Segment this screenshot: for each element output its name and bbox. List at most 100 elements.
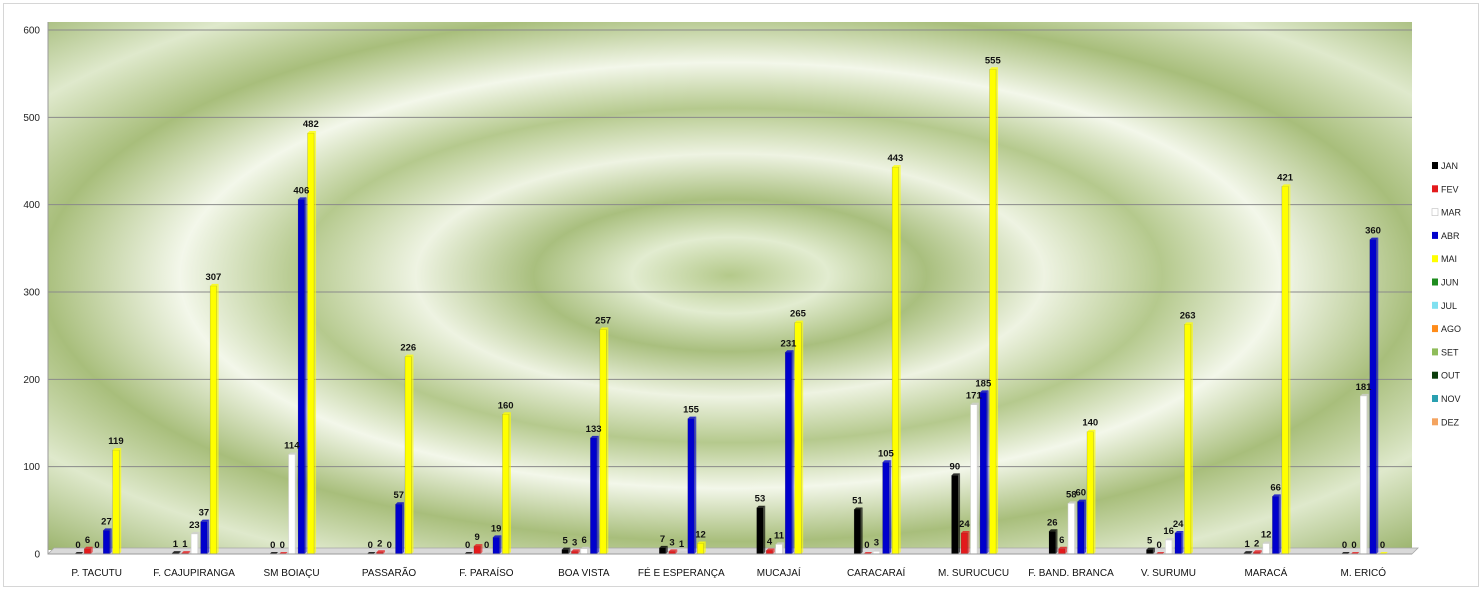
bar-abr: [688, 419, 695, 554]
x-tick-label: P. TACUTU: [71, 568, 122, 579]
data-label: 27: [101, 516, 112, 527]
legend-swatch: [1432, 279, 1438, 286]
bar-side: [295, 452, 297, 554]
data-label: 4: [767, 537, 773, 548]
data-label: 12: [1261, 530, 1272, 541]
bar-side: [499, 535, 501, 554]
bar-side: [1181, 531, 1183, 554]
data-label: 37: [199, 508, 210, 519]
legend-label: ABR: [1441, 231, 1460, 241]
x-tick-label: BOA VISTA: [558, 568, 610, 579]
data-label: 155: [683, 405, 700, 416]
data-label: 119: [108, 436, 123, 447]
bar-mai: [1184, 324, 1191, 554]
bar-abr: [103, 530, 110, 554]
bar-abr: [396, 504, 403, 554]
bar-side: [977, 403, 979, 554]
bar-side: [763, 506, 765, 554]
data-label: 257: [595, 316, 611, 327]
legend-label: OUT: [1441, 371, 1461, 381]
bar-side: [1367, 394, 1369, 554]
x-tick-label: SM BOIAÇU: [264, 568, 320, 579]
x-tick-label: MARACÁ: [1244, 566, 1287, 579]
bar-mai: [795, 323, 802, 554]
plot-background: [48, 22, 1412, 550]
legend-label: JAN: [1441, 161, 1458, 171]
bar-side: [119, 448, 121, 554]
data-label: 11: [774, 530, 785, 541]
data-label: 6: [85, 535, 90, 546]
data-label: 443: [887, 153, 903, 164]
legend-swatch: [1432, 209, 1438, 216]
data-label: 0: [465, 540, 470, 551]
bar-abr: [590, 438, 597, 554]
bar-side: [1288, 184, 1290, 554]
bar-side: [1056, 529, 1058, 554]
bar-side: [861, 507, 863, 554]
bar-side: [704, 542, 706, 554]
legend-label: DEZ: [1441, 417, 1460, 427]
data-label: 3: [572, 537, 577, 548]
bar-abr: [298, 199, 305, 554]
data-label: 0: [1351, 540, 1356, 551]
data-label: 60: [1075, 488, 1086, 499]
data-label: 265: [790, 309, 807, 320]
data-label: 24: [959, 519, 970, 530]
chart-floor: [48, 548, 1418, 554]
bar-mai: [892, 167, 899, 554]
bar-side: [782, 542, 784, 554]
bar-side: [402, 502, 404, 554]
bar-side: [412, 355, 414, 554]
data-label: 226: [400, 343, 416, 354]
legend-label: SET: [1441, 347, 1459, 357]
data-label: 140: [1082, 418, 1098, 429]
legend-label: JUL: [1441, 301, 1457, 311]
data-label: 7: [660, 534, 665, 545]
y-tick-label: 400: [23, 200, 40, 211]
data-label: 66: [1270, 482, 1281, 493]
legend-swatch: [1432, 348, 1438, 355]
data-label: 406: [293, 185, 309, 196]
x-tick-label: F. PARAÍSO: [459, 566, 513, 579]
bar-mai: [1087, 432, 1094, 554]
legend-swatch: [1432, 185, 1438, 192]
data-label: 0: [75, 540, 80, 551]
data-label: 2: [1254, 538, 1259, 549]
data-label: 5: [562, 536, 568, 547]
data-label: 1: [173, 539, 179, 550]
bar-side: [1191, 322, 1193, 554]
bar-side: [207, 520, 209, 554]
data-label: 3: [874, 537, 879, 548]
data-label: 307: [205, 272, 221, 283]
bar-fev: [961, 533, 968, 554]
bar-mai: [1282, 186, 1289, 554]
data-label: 0: [270, 540, 275, 551]
bar-abr: [201, 522, 208, 554]
data-label: 9: [475, 532, 480, 543]
data-label: 5: [1147, 536, 1153, 547]
bar-abr: [1175, 533, 1182, 554]
bar-jan: [952, 475, 959, 554]
bar-jan: [757, 508, 764, 554]
y-tick-label: 200: [23, 375, 40, 386]
y-tick-label: 0: [34, 550, 40, 561]
bar-side: [509, 412, 511, 554]
bar-side: [1094, 430, 1096, 554]
data-label: 0: [484, 540, 489, 551]
x-tick-label: PASSARÃO: [362, 566, 416, 579]
legend-swatch: [1432, 418, 1438, 425]
data-label: 0: [1380, 540, 1385, 551]
data-label: 0: [280, 540, 285, 551]
x-tick-label: CARACARAÍ: [847, 566, 906, 579]
bar-side: [958, 473, 960, 554]
legend-swatch: [1432, 325, 1438, 332]
legend-label: MAR: [1441, 208, 1462, 218]
bar-side: [1084, 500, 1086, 554]
bar-mar: [289, 454, 296, 554]
bar-side: [1172, 538, 1174, 554]
y-tick-label: 300: [23, 288, 40, 299]
data-label: 185: [975, 378, 992, 389]
bar-side: [1075, 501, 1077, 554]
